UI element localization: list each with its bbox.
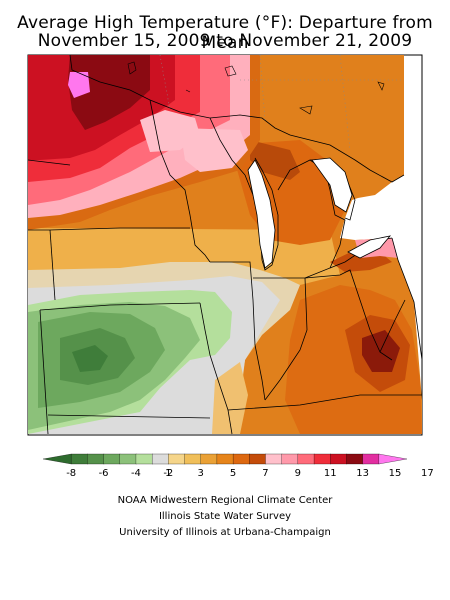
map-date-range: November 15, 2009 to November 21, 2009	[37, 31, 413, 51]
shaded-departure-field	[28, 55, 422, 434]
legend-swatch	[232, 453, 250, 465]
legend-swatch	[216, 453, 234, 465]
graticule	[159, 54, 404, 151]
legend-tick-label: -4	[131, 468, 141, 479]
legend-swatch	[119, 453, 137, 465]
legend-tick-label: 1	[165, 468, 171, 479]
legend-swatch	[313, 453, 331, 465]
lake-erie	[347, 235, 392, 259]
legend-tick-label: 11	[324, 468, 337, 479]
credit-noaa-mrcc: NOAA Midwestern Regional Climate Center	[117, 495, 333, 506]
legend-swatch	[362, 453, 380, 465]
credit-uiuc: University of Illinois at Urbana-Champai…	[119, 527, 331, 538]
legend-swatch	[71, 453, 89, 465]
legend-tick-label: 15	[389, 468, 402, 479]
legend-tick-label: -8	[66, 468, 76, 479]
legend-swatch	[103, 453, 121, 465]
great-lakes	[247, 157, 392, 269]
legend-labels: -8-6-4-2135791113151719	[66, 468, 434, 479]
map-title: Average High Temperature (°F): Departure…	[17, 13, 433, 53]
lake-huron	[311, 157, 353, 213]
canada-lake-marks	[127, 61, 385, 115]
legend-swatch	[168, 453, 186, 465]
legend-swatch	[184, 453, 202, 465]
state-borders	[27, 54, 423, 435]
legend-swatch	[265, 453, 283, 465]
legend-swatch	[87, 453, 105, 465]
legend-tick-label: 5	[230, 468, 236, 479]
legend-swatch	[200, 453, 218, 465]
legend-tick-label: 7	[262, 468, 268, 479]
legend-swatches	[42, 453, 408, 465]
legend-swatch	[281, 453, 299, 465]
legend-tick-label: 3	[198, 468, 204, 479]
legend-swatch	[346, 453, 364, 465]
legend-tick-label: 17	[421, 468, 434, 479]
legend-tick-label: 9	[295, 468, 301, 479]
legend-tick-label: 13	[356, 468, 369, 479]
credit-isws: Illinois State Water Survey	[158, 511, 292, 522]
legend-tick-label: -6	[99, 468, 109, 479]
legend-swatch	[297, 453, 315, 465]
legend-swatch	[42, 453, 72, 465]
legend-swatch	[378, 453, 408, 465]
legend-swatch	[151, 453, 169, 465]
legend-swatch	[330, 453, 348, 465]
lake-michigan	[247, 159, 276, 269]
legend-swatch	[249, 453, 267, 465]
legend-swatch	[135, 453, 153, 465]
legend-tick-label: -2	[163, 468, 173, 479]
